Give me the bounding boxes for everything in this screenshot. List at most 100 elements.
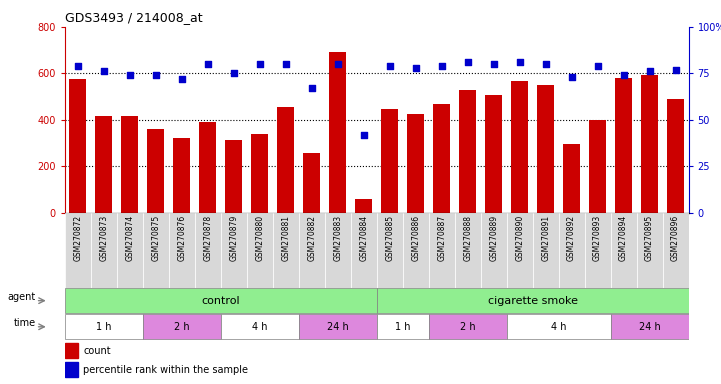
Bar: [173, 138, 190, 213]
Bar: [226, 139, 242, 213]
Text: GSM270896: GSM270896: [671, 215, 680, 261]
Text: 24 h: 24 h: [639, 322, 660, 332]
Bar: [376, 213, 403, 288]
Bar: [429, 314, 507, 339]
Point: [540, 61, 552, 67]
Point: [358, 132, 369, 138]
Point: [566, 74, 578, 80]
Bar: [65, 288, 376, 313]
Bar: [559, 213, 585, 288]
Point: [254, 61, 265, 67]
Bar: [221, 213, 247, 288]
Bar: [589, 120, 606, 213]
Bar: [585, 213, 611, 288]
Text: percentile rank within the sample: percentile rank within the sample: [83, 365, 248, 375]
Bar: [65, 343, 78, 358]
Bar: [95, 116, 112, 213]
Bar: [381, 109, 398, 213]
Text: GSM270895: GSM270895: [645, 215, 654, 261]
Bar: [667, 99, 684, 213]
Bar: [169, 213, 195, 288]
Bar: [329, 53, 346, 213]
Bar: [143, 314, 221, 339]
Bar: [355, 199, 372, 213]
Bar: [298, 314, 376, 339]
Bar: [121, 116, 138, 213]
Text: GSM270893: GSM270893: [593, 215, 602, 261]
Bar: [69, 79, 87, 213]
Point: [488, 61, 500, 67]
Bar: [615, 78, 632, 213]
Bar: [511, 81, 528, 213]
Bar: [507, 213, 533, 288]
Text: GSM270873: GSM270873: [99, 215, 108, 261]
Bar: [563, 144, 580, 213]
Text: GSM270874: GSM270874: [125, 215, 134, 261]
Point: [436, 63, 448, 69]
Text: agent: agent: [7, 292, 36, 302]
Point: [280, 61, 291, 67]
Bar: [455, 213, 481, 288]
Bar: [533, 213, 559, 288]
Bar: [485, 95, 502, 213]
Bar: [324, 213, 350, 288]
Point: [410, 65, 422, 71]
Bar: [247, 213, 273, 288]
Bar: [147, 129, 164, 213]
Bar: [65, 213, 91, 288]
Point: [150, 72, 162, 78]
Text: GSM270881: GSM270881: [281, 215, 291, 261]
Bar: [481, 213, 507, 288]
Text: 1 h: 1 h: [395, 322, 410, 332]
Text: GSM270890: GSM270890: [515, 215, 524, 261]
Bar: [611, 213, 637, 288]
Point: [124, 72, 136, 78]
Point: [644, 68, 655, 74]
Text: GSM270891: GSM270891: [541, 215, 550, 261]
Point: [202, 61, 213, 67]
Bar: [459, 89, 476, 213]
Text: GSM270886: GSM270886: [411, 215, 420, 261]
Bar: [637, 213, 663, 288]
Bar: [376, 288, 689, 313]
Text: GSM270888: GSM270888: [463, 215, 472, 261]
Text: count: count: [83, 346, 111, 356]
Bar: [403, 213, 429, 288]
Text: 1 h: 1 h: [96, 322, 112, 332]
Text: GSM270878: GSM270878: [203, 215, 212, 261]
Point: [98, 68, 110, 74]
Bar: [278, 107, 294, 213]
Bar: [143, 213, 169, 288]
Point: [462, 59, 474, 65]
Text: GDS3493 / 214008_at: GDS3493 / 214008_at: [65, 11, 203, 24]
Text: 24 h: 24 h: [327, 322, 349, 332]
Bar: [298, 213, 324, 288]
Bar: [273, 213, 298, 288]
Bar: [507, 314, 611, 339]
Text: cigarette smoke: cigarette smoke: [487, 296, 578, 306]
Point: [514, 59, 526, 65]
Text: GSM270892: GSM270892: [567, 215, 576, 261]
Text: GSM270882: GSM270882: [307, 215, 317, 261]
Text: 4 h: 4 h: [252, 322, 267, 332]
Text: GSM270880: GSM270880: [255, 215, 265, 261]
Bar: [537, 85, 554, 213]
Bar: [117, 213, 143, 288]
Point: [618, 72, 629, 78]
Text: GSM270885: GSM270885: [385, 215, 394, 261]
Bar: [221, 314, 298, 339]
Text: GSM270879: GSM270879: [229, 215, 239, 261]
Bar: [407, 114, 424, 213]
Text: GSM270884: GSM270884: [359, 215, 368, 261]
Bar: [65, 362, 78, 377]
Bar: [433, 104, 450, 213]
Point: [72, 63, 84, 69]
Text: 4 h: 4 h: [551, 322, 567, 332]
Point: [592, 63, 603, 69]
Point: [332, 61, 343, 67]
Point: [228, 70, 239, 76]
Text: GSM270889: GSM270889: [489, 215, 498, 261]
Text: time: time: [14, 318, 36, 328]
Bar: [350, 213, 376, 288]
Bar: [376, 314, 429, 339]
